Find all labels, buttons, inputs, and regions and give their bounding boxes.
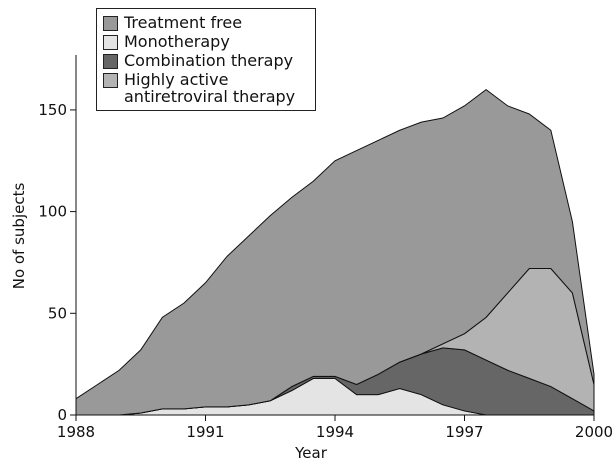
x-axis-label: Year	[294, 444, 328, 462]
legend-label: Monotherapy	[124, 32, 230, 51]
y-tick-label: 50	[48, 304, 67, 322]
x-tick-label: 1991	[186, 423, 224, 441]
x-tick-label: 1988	[57, 423, 95, 441]
legend-swatch	[103, 16, 118, 31]
x-tick-label: 2000	[575, 423, 613, 441]
y-tick-label: 100	[38, 203, 67, 221]
y-axis-label: No of subjects	[10, 183, 28, 290]
legend: Treatment free Monotherapy Combination the…	[96, 8, 316, 111]
legend-label: Combination therapy	[124, 51, 294, 70]
y-tick-label: 150	[38, 101, 67, 119]
x-tick-label: 1997	[445, 423, 483, 441]
legend-swatch	[103, 54, 118, 69]
legend-item: Monotherapy	[101, 33, 311, 50]
legend-label: Highly active antiretroviral therapy	[124, 70, 296, 106]
legend-swatch	[103, 35, 118, 50]
legend-item: Combination therapy	[101, 52, 311, 69]
area	[75, 88, 595, 416]
legend-label: Treatment free	[124, 13, 243, 32]
legend-item: Highly active antiretroviral therapy	[101, 71, 311, 105]
x-tick-label: 1994	[316, 423, 354, 441]
legend-swatch	[103, 73, 118, 88]
legend-item: Treatment free	[101, 14, 311, 31]
y-tick-label: 0	[57, 406, 67, 424]
